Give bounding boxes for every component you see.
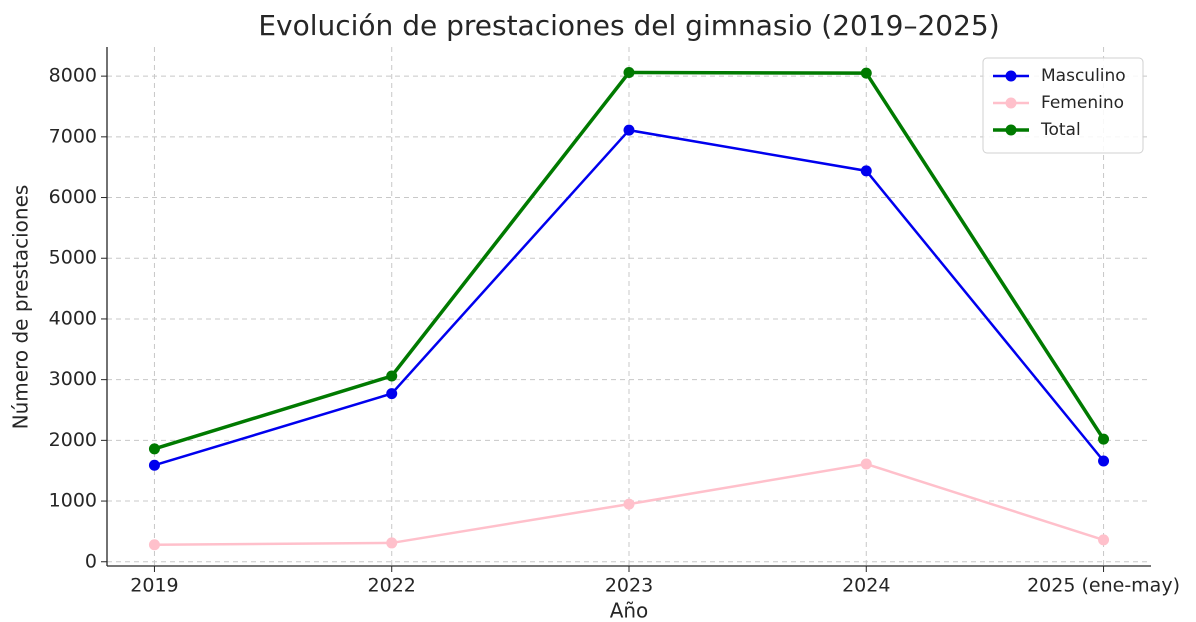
legend-label: Masculino: [1041, 66, 1126, 86]
point: [148, 443, 160, 455]
point: [860, 165, 872, 177]
point: [623, 498, 635, 510]
point: [386, 370, 398, 382]
y-tick-label: 4000: [49, 307, 97, 329]
y-tick-label: 8000: [49, 65, 97, 87]
x-tick-label: 2025 (ene-may): [1027, 575, 1180, 597]
legend-marker: [1005, 70, 1017, 82]
y-tick-label: 0: [85, 550, 97, 572]
chart-title: Evolución de prestaciones del gimnasio (…: [258, 9, 999, 42]
point: [1098, 433, 1110, 445]
x-axis-label: Año: [610, 599, 649, 622]
y-axis-label: Número de prestaciones: [9, 185, 33, 430]
point: [1098, 455, 1110, 467]
point: [623, 124, 635, 136]
point: [386, 388, 398, 400]
point: [623, 66, 635, 78]
point: [860, 67, 872, 79]
point: [148, 539, 160, 551]
x-tick-label: 2019: [130, 575, 178, 597]
x-tick-label: 2022: [368, 575, 416, 597]
point: [148, 459, 160, 471]
y-tick-label: 6000: [49, 186, 97, 208]
series-line: [154, 128, 1105, 467]
legend-marker: [1005, 97, 1017, 109]
y-tick-label: 1000: [49, 490, 97, 512]
point: [386, 537, 398, 549]
point: [860, 458, 872, 470]
y-tick-label: 5000: [49, 247, 97, 269]
x-tick-label: 2024: [842, 575, 890, 597]
legend-marker: [1005, 124, 1017, 136]
point: [1098, 534, 1110, 546]
y-tick-label: 3000: [49, 368, 97, 390]
legend-label: Femenino: [1041, 93, 1124, 113]
y-tick-label: 7000: [49, 125, 97, 147]
legend-label: Total: [1040, 120, 1081, 140]
x-tick-label: 2023: [605, 575, 653, 597]
y-tick-label: 2000: [49, 429, 97, 451]
